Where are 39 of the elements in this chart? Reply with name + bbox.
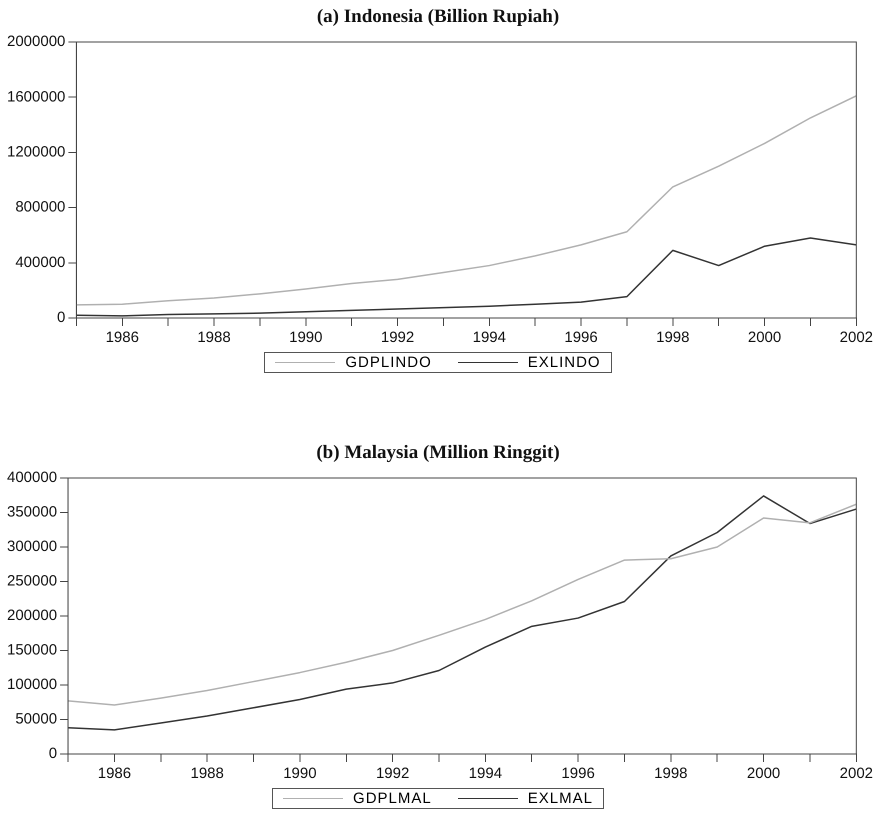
legend-label: EXLMAL <box>528 790 593 807</box>
x-tick-label: 1994 <box>472 329 506 346</box>
y-tick-label: 350000 <box>6 504 58 521</box>
y-tick-label: 50000 <box>15 710 58 728</box>
x-tick-label: 1998 <box>656 329 690 346</box>
y-tick-label: 0 <box>57 309 66 326</box>
x-tick-label: 1996 <box>561 765 595 782</box>
x-tick-label: 1990 <box>283 765 317 782</box>
y-tick-label: 100000 <box>6 676 58 694</box>
y-tick-label: 2000000 <box>6 33 66 50</box>
y-tick-label: 200000 <box>6 607 58 624</box>
x-tick-label: 1988 <box>190 765 224 782</box>
x-tick-label: 1998 <box>654 765 688 782</box>
y-tick-label: 800000 <box>15 198 66 216</box>
y-tick-label: 1600000 <box>6 88 66 106</box>
x-tick-label: 1988 <box>197 329 231 346</box>
legend-label: EXLINDO <box>528 354 601 371</box>
x-tick-label: 1990 <box>289 329 322 346</box>
x-tick-label: 2002 <box>840 329 874 346</box>
y-tick-label: 400000 <box>6 469 58 486</box>
x-tick-label: 1986 <box>98 765 132 782</box>
x-tick-label: 1992 <box>380 329 414 346</box>
y-tick-label: 300000 <box>6 538 58 556</box>
y-tick-label: 1200000 <box>6 144 66 161</box>
x-tick-label: 2000 <box>748 329 782 346</box>
x-tick-label: 1992 <box>376 765 410 782</box>
chart-title: (b) Malaysia (Million Ringgit) <box>315 441 561 465</box>
x-tick-label: 1996 <box>564 329 598 346</box>
y-tick-label: 150000 <box>6 642 58 659</box>
x-tick-label: 1986 <box>106 329 139 346</box>
legend-label: GDPLINDO <box>345 354 432 371</box>
x-tick-label: 2000 <box>746 765 780 782</box>
legend-label: GDPLMAL <box>353 790 432 807</box>
x-tick-label: 2002 <box>840 765 874 782</box>
chart-title: (a) Indonesia (Billion Rupiah) <box>316 5 560 29</box>
y-tick-label: 0 <box>48 745 58 762</box>
x-tick-label: 1994 <box>468 765 502 782</box>
y-tick-label: 400000 <box>15 254 66 271</box>
y-tick-label: 250000 <box>6 572 58 590</box>
